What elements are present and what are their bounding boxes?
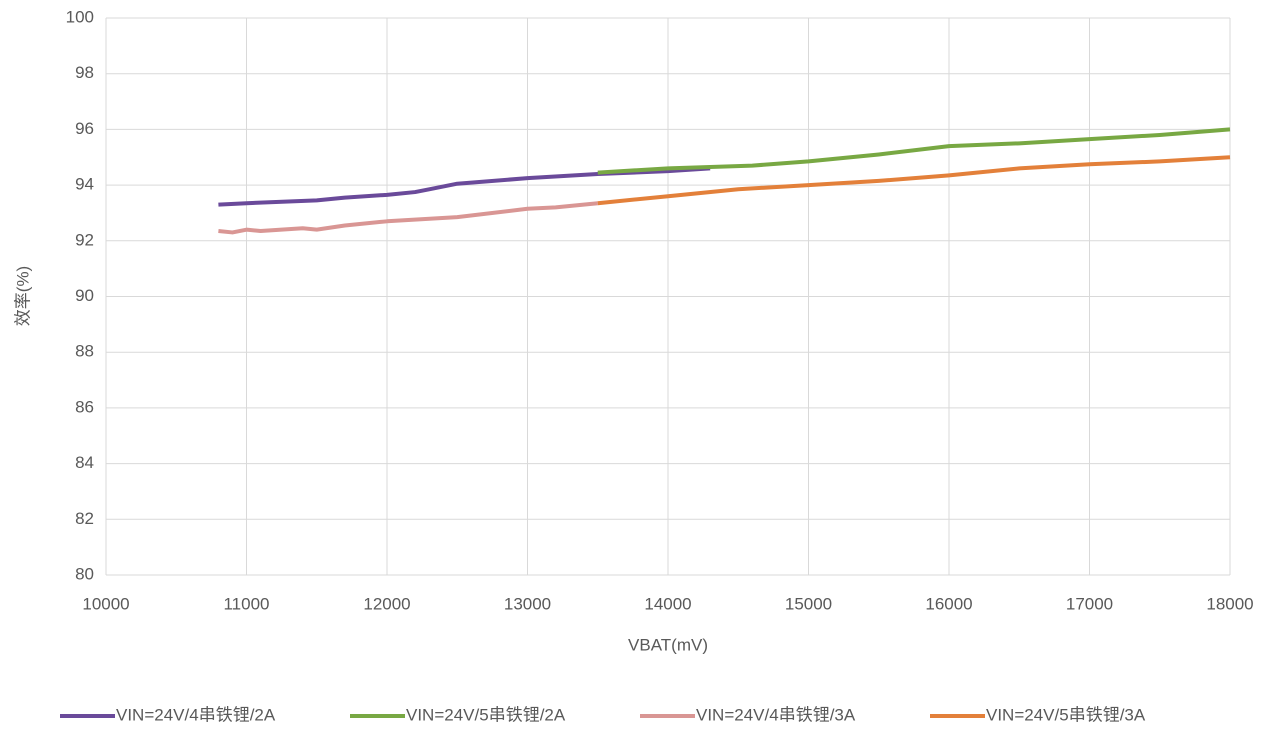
- x-tick-label: 10000: [82, 594, 129, 613]
- x-tick-label: 16000: [925, 594, 972, 613]
- y-tick-label: 80: [75, 564, 94, 583]
- y-tick-label: 90: [75, 286, 94, 305]
- y-tick-label: 92: [75, 230, 94, 249]
- y-tick-label: 88: [75, 342, 94, 361]
- legend-label: VIN=24V/5串铁锂/2A: [406, 705, 566, 724]
- y-tick-label: 84: [75, 453, 94, 472]
- x-tick-label: 17000: [1066, 594, 1113, 613]
- y-tick-label: 86: [75, 397, 94, 416]
- series-line: [218, 201, 598, 235]
- y-tick-label: 98: [75, 63, 94, 82]
- x-axis-label: VBAT(mV): [628, 635, 708, 654]
- x-tick-label: 11000: [223, 594, 269, 613]
- legend-label: VIN=24V/4串铁锂/2A: [116, 705, 276, 724]
- y-axis-label: 效率(%): [13, 266, 32, 326]
- legend-label: VIN=24V/5串铁锂/3A: [986, 705, 1146, 724]
- legend-label: VIN=24V/4串铁锂/3A: [696, 705, 856, 724]
- y-tick-label: 100: [66, 7, 94, 26]
- x-tick-label: 14000: [644, 594, 691, 613]
- series-line: [597, 127, 1231, 175]
- x-tick-label: 18000: [1206, 594, 1253, 613]
- x-tick-label: 12000: [363, 594, 410, 613]
- x-tick-label: 13000: [504, 594, 551, 613]
- y-tick-label: 94: [75, 175, 94, 194]
- x-tick-label: 15000: [785, 594, 832, 613]
- y-tick-label: 82: [75, 509, 94, 528]
- y-tick-label: 96: [75, 119, 94, 138]
- series-line: [597, 155, 1231, 206]
